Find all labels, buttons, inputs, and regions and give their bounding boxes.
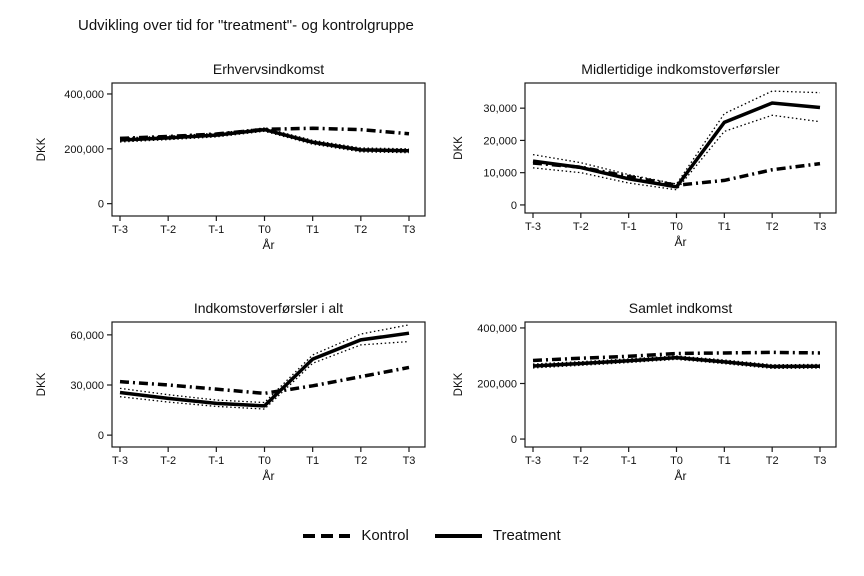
x-axis-label: År [263, 468, 275, 483]
kontrol-dashed-line-swatch [303, 533, 351, 538]
x-tick-label: T2 [354, 224, 367, 236]
panel-title: Erhvervsindkomst [213, 61, 324, 77]
y-axis-label: DKK [36, 137, 48, 161]
legend-label-kontrol: Kontrol [361, 527, 409, 544]
x-tick-label: T-1 [621, 455, 637, 467]
series-treatment-line [119, 331, 410, 408]
y-tick-label: 400,000 [477, 323, 517, 335]
x-tick-label: T0 [670, 455, 683, 467]
x-tick-label: T3 [403, 224, 416, 236]
y-tick-label: 200,000 [477, 379, 517, 391]
x-tick-label: T-1 [208, 455, 224, 467]
series-kontrol-line [119, 126, 410, 141]
x-tick-label: T1 [718, 455, 731, 467]
panel-indkomstoverforsler-i-alt: Indkomstoverførsler i alt 0 30,000 60,000 T-… [20, 294, 444, 504]
x-tick-label: T-2 [160, 455, 176, 467]
series-treatment-ci-lower-line [119, 340, 410, 410]
x-tick-label: T3 [403, 455, 416, 467]
chart-canvas: Erhvervsindkomst 0 200,000 400,000 T-3 T-2 T-1… [36, 61, 426, 252]
legend-label-treatment: Treatment [492, 527, 561, 544]
x-axis-label: År [675, 234, 687, 249]
legend-item-treatment: Treatment [434, 527, 561, 544]
panel-samlet-indkomst: Samlet indkomst 0 200,000 400,000 T-3 T-2 T-1 T… [440, 294, 864, 504]
x-axis-label: År [675, 468, 687, 483]
y-tick-label: 60,000 [70, 330, 104, 342]
x-tick-label: T-3 [112, 455, 128, 467]
legend: Kontrol Treatment [0, 527, 864, 544]
x-tick-label: T2 [354, 455, 367, 467]
chart-canvas: Samlet indkomst 0 200,000 400,000 T-3 T-2 T-1 T… [453, 300, 837, 483]
y-tick-label: 0 [98, 199, 104, 211]
plot-border [524, 82, 837, 214]
chart-canvas: Indkomstoverførsler i alt 0 30,000 60,000 T-… [36, 300, 426, 483]
y-axis-label: DKK [453, 136, 465, 160]
plot-border [111, 82, 426, 217]
x-tick-label: T2 [766, 455, 779, 467]
series-treatment-ci-upper-line [119, 324, 410, 404]
x-tick-label: T3 [814, 221, 827, 233]
x-tick-label: T1 [718, 221, 731, 233]
treatment-solid-line-swatch [434, 533, 482, 538]
panel-title: Indkomstoverførsler i alt [194, 300, 343, 316]
y-axis-label: DKK [36, 372, 48, 396]
y-tick-label: 0 [98, 430, 104, 442]
x-tick-label: T1 [306, 224, 319, 236]
y-tick-label: 200,000 [64, 144, 104, 156]
x-tick-label: T-2 [573, 455, 589, 467]
x-tick-label: T-2 [160, 224, 176, 236]
series-kontrol-line [119, 365, 410, 396]
series-treatment-line [119, 127, 410, 153]
series-treatment-ci-lower-line [532, 114, 821, 191]
x-tick-label: T0 [258, 224, 271, 236]
y-tick-label: 400,000 [64, 89, 104, 101]
y-tick-label: 20,000 [483, 135, 517, 147]
x-tick-label: T-3 [525, 455, 541, 467]
series-treatment-line [532, 355, 821, 369]
y-tick-label: 10,000 [483, 168, 517, 180]
series-treatment-line [532, 101, 821, 189]
x-tick-label: T0 [670, 221, 683, 233]
y-axis-label: DKK [453, 372, 465, 396]
series-kontrol-line [532, 161, 821, 188]
panel-midlertidige-indkomstoverforsler: Midlertidige indkomstoverførsler 0 10,000 2… [440, 55, 864, 265]
panel-title: Midlertidige indkomstoverførsler [581, 61, 780, 77]
x-tick-label: T-2 [573, 221, 589, 233]
panel-erhvervsindkomst: Erhvervsindkomst 0 200,000 400,000 T-3 T-2 T-1… [20, 55, 444, 265]
x-tick-label: T3 [814, 455, 827, 467]
plot-border [524, 321, 837, 448]
y-tick-label: 0 [511, 434, 517, 446]
figure-title: Udvikling over tid for "treatment"- og k… [78, 17, 414, 34]
x-tick-label: T-3 [525, 221, 541, 233]
x-tick-label: T2 [766, 221, 779, 233]
x-tick-label: T-1 [208, 224, 224, 236]
x-tick-label: T0 [258, 455, 271, 467]
x-axis-label: År [263, 237, 275, 252]
x-tick-label: T-1 [621, 221, 637, 233]
x-tick-label: T-3 [112, 224, 128, 236]
y-tick-label: 30,000 [483, 103, 517, 115]
y-tick-label: 0 [511, 200, 517, 212]
y-tick-label: 30,000 [70, 380, 104, 392]
x-tick-label: T1 [306, 455, 319, 467]
chart-canvas: Midlertidige indkomstoverførsler 0 10,000 2… [453, 61, 837, 249]
legend-item-kontrol: Kontrol [303, 527, 409, 544]
panel-title: Samlet indkomst [629, 300, 733, 316]
